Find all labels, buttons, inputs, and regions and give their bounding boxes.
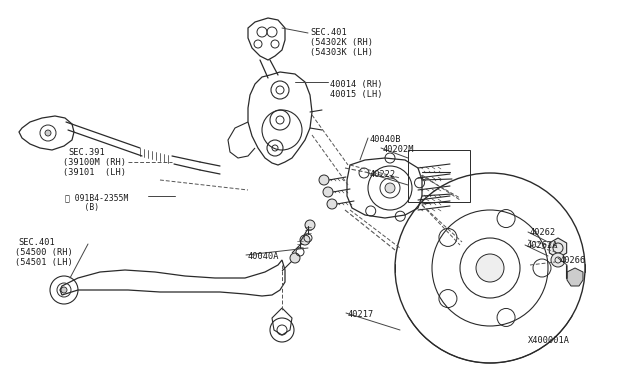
Text: (39100M (RH): (39100M (RH)	[63, 158, 126, 167]
Circle shape	[323, 187, 333, 197]
Text: SEC.401: SEC.401	[18, 238, 55, 247]
Circle shape	[45, 130, 51, 136]
Text: SEC.401: SEC.401	[310, 28, 347, 37]
Circle shape	[305, 220, 315, 230]
Text: (54303K (LH): (54303K (LH)	[310, 48, 373, 57]
Text: (54500 (RH): (54500 (RH)	[15, 248, 73, 257]
Text: (54302K (RH): (54302K (RH)	[310, 38, 373, 47]
Polygon shape	[549, 238, 566, 258]
Circle shape	[319, 175, 329, 185]
Text: (B): (B)	[65, 203, 99, 212]
Text: Ⓑ 091B4-2355M: Ⓑ 091B4-2355M	[65, 193, 129, 202]
Text: 40262A: 40262A	[527, 241, 559, 250]
Circle shape	[290, 253, 300, 263]
Text: 40217: 40217	[348, 310, 374, 319]
Text: 40040B: 40040B	[370, 135, 401, 144]
Text: 40262: 40262	[530, 228, 556, 237]
Circle shape	[476, 254, 504, 282]
Circle shape	[61, 287, 67, 293]
Circle shape	[300, 235, 310, 245]
Text: SEC.391: SEC.391	[68, 148, 105, 157]
Text: 40202M: 40202M	[383, 145, 415, 154]
Text: 40014 (RH): 40014 (RH)	[330, 80, 383, 89]
Text: 40222: 40222	[370, 170, 396, 179]
Circle shape	[551, 253, 565, 267]
Polygon shape	[567, 268, 583, 286]
Text: 40015 (LH): 40015 (LH)	[330, 90, 383, 99]
Bar	[408, 150, 470, 202]
Text: (54501 (LH): (54501 (LH)	[15, 258, 73, 267]
Circle shape	[327, 199, 337, 209]
Text: (39101  (LH): (39101 (LH)	[63, 168, 126, 177]
Text: 40266: 40266	[560, 256, 586, 265]
Circle shape	[385, 183, 395, 193]
Text: 40040A: 40040A	[248, 252, 280, 261]
Text: X400001A: X400001A	[528, 336, 570, 345]
